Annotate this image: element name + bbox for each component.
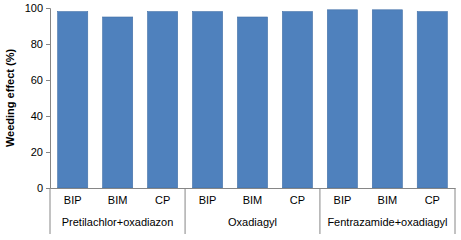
- y-tick: 100: [25, 2, 50, 14]
- x-tick: BIM: [243, 194, 263, 206]
- x-tick: CP: [290, 194, 305, 206]
- bar: [192, 12, 222, 188]
- x-tick: BIM: [108, 194, 128, 206]
- y-tick-label: 0: [37, 182, 43, 194]
- x-tick-label: CP: [425, 194, 440, 206]
- x-tick-label: CP: [155, 194, 170, 206]
- chart: 0 20 40 60 80 100 BIP BIM CP BIP BIM CP BIP BIM CP Pret…: [0, 0, 461, 240]
- y-tick: 0: [37, 182, 50, 194]
- bar: [237, 17, 267, 188]
- y-tick-label: 40: [31, 110, 43, 122]
- y-tick-mark: [46, 44, 50, 45]
- group-label: Oxadiagyl: [228, 216, 277, 228]
- y-axis-line: [46, 9, 51, 189]
- bar: [417, 12, 447, 188]
- group-label: Pretilachlor+oxadiazon: [62, 216, 174, 228]
- bar: [372, 10, 402, 188]
- x-axis-line: [51, 188, 456, 189]
- group-separator: [455, 188, 456, 234]
- y-tick-mark: [46, 80, 50, 81]
- x-tick: BIP: [334, 194, 352, 206]
- x-tick: BIM: [378, 194, 398, 206]
- group-separator: [185, 188, 186, 234]
- x-tick-label: BIM: [108, 194, 128, 206]
- group-label: Fentrazamide+oxadiagyl: [327, 216, 447, 228]
- bar: [327, 10, 357, 188]
- x-tick-label: BIP: [64, 194, 82, 206]
- x-axis: BIP BIM CP BIP BIM CP BIP BIM CP: [51, 189, 456, 206]
- y-tick: 20: [31, 146, 50, 158]
- bar: [282, 12, 312, 188]
- y-tick: 80: [31, 38, 50, 50]
- y-tick-label: 60: [31, 74, 43, 86]
- x-tick-label: CP: [290, 194, 305, 206]
- group-labels: Pretilachlor+oxadiazon Oxadiagyl Fentrazam…: [62, 216, 448, 228]
- x-tick-label: BIP: [199, 194, 217, 206]
- group-separator: [319, 188, 320, 234]
- y-axis-title: Weeding effect (%): [4, 49, 16, 148]
- bars: [58, 10, 448, 188]
- group-separator: [50, 188, 51, 234]
- x-tick: CP: [425, 194, 440, 206]
- x-tick-label: BIP: [334, 194, 352, 206]
- x-tick: BIP: [199, 194, 217, 206]
- y-tick-mark: [46, 152, 50, 153]
- bar: [103, 17, 133, 188]
- y-tick-label: 20: [31, 146, 43, 158]
- y-tick: 40: [31, 110, 50, 122]
- y-tick-label: 80: [31, 38, 43, 50]
- x-tick: BIP: [64, 194, 82, 206]
- y-tick-mark: [46, 8, 50, 9]
- y-tick-mark: [46, 116, 50, 117]
- bar: [58, 12, 88, 188]
- plot: 0 20 40 60 80 100 BIP BIM CP BIP BIM CP BIP BIM CP Pret…: [25, 2, 456, 234]
- x-tick: CP: [155, 194, 170, 206]
- y-axis: 0 20 40 60 80 100: [25, 2, 51, 194]
- x-tick-label: BIM: [243, 194, 263, 206]
- group-separators: [50, 188, 455, 234]
- x-tick-label: BIM: [378, 194, 398, 206]
- y-tick: 60: [31, 74, 50, 86]
- bar: [148, 12, 178, 188]
- y-tick-label: 100: [25, 2, 43, 14]
- y-tick-mark: [46, 188, 50, 189]
